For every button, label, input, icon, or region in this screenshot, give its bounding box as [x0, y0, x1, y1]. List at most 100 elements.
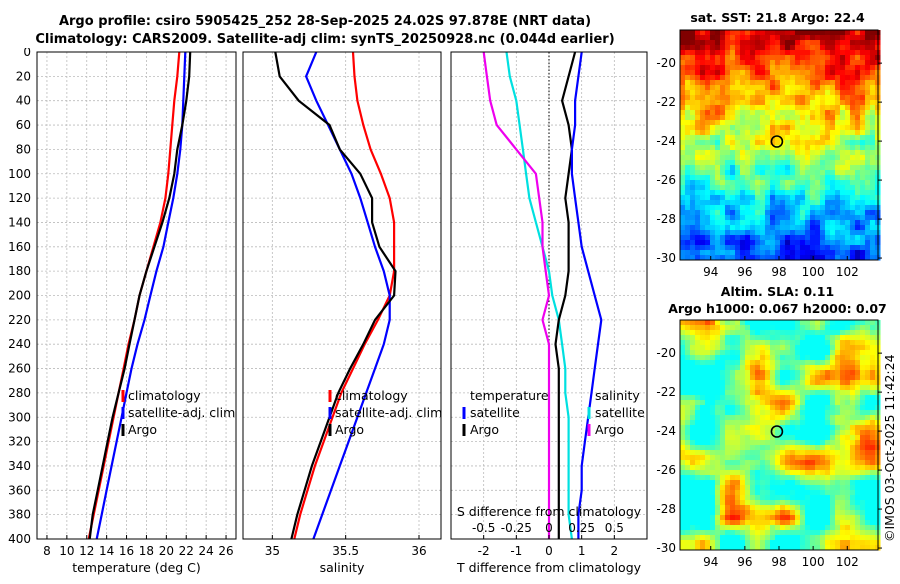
sst-map-cell: [780, 230, 786, 236]
depth-tick-label: 240: [8, 337, 31, 351]
sla-map-cell: [680, 455, 686, 461]
sla-map-cell: [745, 525, 751, 531]
sla-map-cell: [865, 325, 871, 331]
sst-map-cell: [850, 75, 856, 81]
sst-map-xtick-label: 102: [836, 265, 859, 278]
sla-map-cell: [775, 520, 781, 526]
sla-map-cell: [755, 385, 761, 391]
sst-map-cell: [825, 105, 831, 111]
sst-map-cell: [800, 195, 806, 201]
sst-map-cell: [795, 160, 801, 166]
sst-map-cell: [825, 145, 831, 151]
sst-map-cell: [850, 80, 856, 86]
sla-map-cell: [815, 390, 821, 396]
sla-map-cell: [830, 325, 836, 331]
sla-map-cell: [820, 365, 826, 371]
sla-map-cell: [690, 430, 696, 436]
sst-map-cell: [760, 140, 766, 146]
sla-map-cell: [775, 545, 781, 551]
sla-map-cell: [810, 450, 816, 456]
sla-map-cell: [860, 435, 866, 441]
sla-map-cell: [720, 480, 726, 486]
sla-map-cell: [680, 420, 686, 426]
sst-map-cell: [820, 200, 826, 206]
sla-map-cell: [785, 490, 791, 496]
sla-map-cell: [835, 525, 841, 531]
sst-map-cell: [745, 230, 751, 236]
sst-map-cell: [725, 140, 731, 146]
sst-map-cell: [755, 230, 761, 236]
sst-map-cell: [815, 245, 821, 251]
sla-map-cell: [805, 415, 811, 421]
sst-map-cell: [780, 90, 786, 96]
temperature-xtick-label: 18: [139, 544, 154, 558]
sst-map-cell: [815, 135, 821, 141]
sla-map-cell: [680, 370, 686, 376]
sla-map-cell: [855, 470, 861, 476]
sla-map-cell: [795, 480, 801, 486]
sst-map-cell: [755, 80, 761, 86]
sst-map-cell: [735, 165, 741, 171]
sst-map-cell: [715, 210, 721, 216]
sst-map-cell: [795, 245, 801, 251]
sla-map-cell: [760, 455, 766, 461]
sst-map-cell: [765, 245, 771, 251]
sst-map-cell: [730, 240, 736, 246]
sla-map-cell: [710, 545, 716, 551]
sst-map-cell: [760, 95, 766, 101]
sla-map-cell: [820, 485, 826, 491]
sla-map-cell: [865, 330, 871, 336]
sla-map-cell: [860, 385, 866, 391]
sst-map-cell: [860, 195, 866, 201]
sst-map-cell: [825, 135, 831, 141]
sst-map-cell: [810, 105, 816, 111]
sst-map-cell: [830, 135, 836, 141]
sst-map-cell: [725, 235, 731, 241]
sla-map-cell: [770, 465, 776, 471]
sla-map-cell: [810, 325, 816, 331]
sla-map-cell: [795, 360, 801, 366]
sst-map-cell: [805, 165, 811, 171]
sla-map-cell: [810, 475, 816, 481]
sla-map-cell: [715, 515, 721, 521]
sla-map-cell: [785, 360, 791, 366]
sst-map-cell: [710, 170, 716, 176]
sla-map-cell: [680, 450, 686, 456]
sla-map-cell: [740, 320, 746, 326]
sla-map-cell: [760, 435, 766, 441]
sst-map-cell: [685, 35, 691, 41]
temperature-xtick-label: 14: [99, 544, 114, 558]
sst-map-cell: [860, 220, 866, 226]
sla-map-cell: [770, 375, 776, 381]
sla-map-cell: [830, 455, 836, 461]
sla-map-cell: [755, 435, 761, 441]
sla-map-cell: [805, 475, 811, 481]
sla-map-cell: [820, 375, 826, 381]
sla-map-cell: [730, 350, 736, 356]
sla-map-cell: [820, 435, 826, 441]
sst-map-cell: [870, 70, 876, 76]
sla-map-cell: [735, 505, 741, 511]
sla-map-cell: [780, 530, 786, 536]
sst-map-cell: [855, 205, 861, 211]
sla-map-cell: [725, 505, 731, 511]
sst-map-cell: [825, 95, 831, 101]
sst-map-cell: [820, 115, 826, 121]
sla-map-cell: [695, 405, 701, 411]
sst-map-cell: [865, 115, 871, 121]
sst-map-cell: [790, 160, 796, 166]
sst-map-cell: [745, 100, 751, 106]
sst-map-cell: [780, 35, 786, 41]
sla-map-cell: [715, 485, 721, 491]
sst-map-cell: [780, 100, 786, 106]
sla-map-cell: [800, 505, 806, 511]
sla-map-cell: [815, 530, 821, 536]
sst-map-cell: [750, 65, 756, 71]
sst-map-cell: [685, 110, 691, 116]
sst-map-cell: [770, 185, 776, 191]
sla-map-cell: [680, 345, 686, 351]
sst-map-cell: [720, 145, 726, 151]
sla-map-ytick-label: -30: [656, 541, 676, 555]
sla-map-cell: [680, 490, 686, 496]
sst-map-cell: [755, 140, 761, 146]
